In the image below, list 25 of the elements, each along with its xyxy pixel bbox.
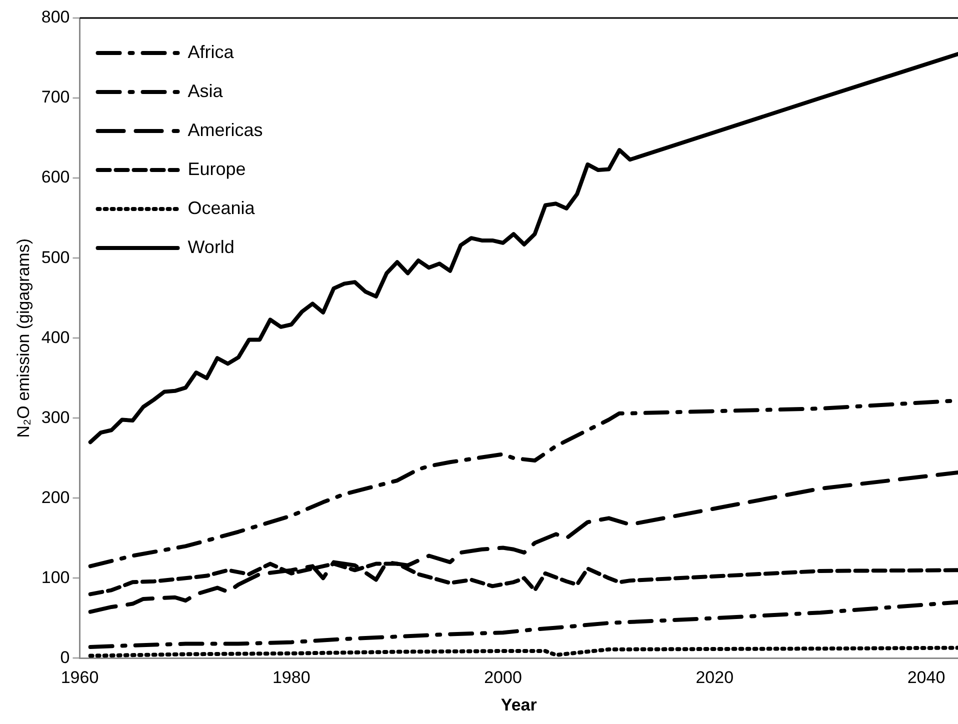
y-tick-label: 500 <box>41 248 70 267</box>
line-series <box>88 600 958 649</box>
x-tick-label: 1960 <box>60 668 99 688</box>
x-axis-title: Year <box>500 695 538 714</box>
line-series <box>88 470 958 614</box>
y-tick-label: 0 <box>60 648 70 667</box>
legend-label: Africa <box>188 42 235 62</box>
y-tick-label: 200 <box>41 488 70 507</box>
legend-label: World <box>188 236 234 257</box>
x-tick-label: 2040 <box>907 668 946 688</box>
legend-label: Europe <box>188 158 246 179</box>
legend-label: Oceania <box>188 198 256 218</box>
legend-label: Americas <box>188 120 263 140</box>
x-tick-label: 1980 <box>272 668 310 688</box>
x-tick-label: 2020 <box>696 668 734 688</box>
y-tick-label: 600 <box>41 168 70 187</box>
line-series <box>88 646 958 658</box>
legend-label: Asia <box>188 80 224 101</box>
y-tick-label: 400 <box>41 328 70 347</box>
y-tick-label: 300 <box>41 408 70 427</box>
y-axis-title: N₂O emission (gigagrams) <box>14 238 33 438</box>
x-tick-label: 2000 <box>484 668 522 688</box>
y-tick-label: 700 <box>41 88 70 107</box>
y-tick-label: 800 <box>41 8 70 27</box>
y-tick-label: 100 <box>41 568 70 587</box>
